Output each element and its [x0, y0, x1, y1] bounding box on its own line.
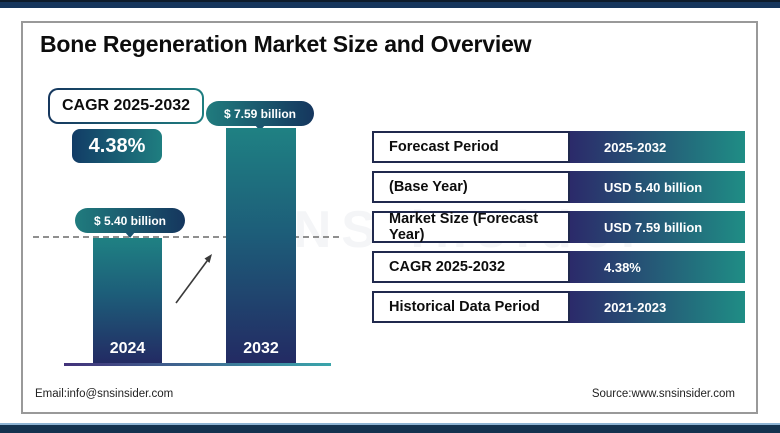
- row-value-cell: 2021-2023: [570, 291, 745, 323]
- table-row: Historical Data Period 2021-2023: [372, 291, 745, 323]
- spec-table: Forecast Period 2025-2032 (Base Year) US…: [372, 131, 745, 331]
- cagr-value-badge: 4.38%: [72, 129, 162, 163]
- row-label-cell: (Base Year): [372, 171, 570, 203]
- row-label-cell: Forecast Period: [372, 131, 570, 163]
- top-accent-bar: [0, 0, 780, 8]
- row-value-cell: 4.38%: [570, 251, 745, 283]
- table-row: Market Size (Forecast Year) USD 7.59 bil…: [372, 211, 745, 243]
- value-pill-2032: $ 7.59 billion: [206, 101, 314, 131]
- dotted-threshold-line: [33, 236, 339, 238]
- cagr-label-box: CAGR 2025-2032: [48, 88, 204, 124]
- x-axis-line: [64, 363, 331, 366]
- bar-2024: 2024: [93, 238, 162, 364]
- table-row: (Base Year) USD 5.40 billion: [372, 171, 745, 203]
- table-row: CAGR 2025-2032 4.38%: [372, 251, 745, 283]
- row-value-cell: 2025-2032: [570, 131, 745, 163]
- bar-2032: 2032: [226, 128, 296, 364]
- bar-category-label: 2032: [243, 340, 279, 357]
- footer-source: Source:www.snsinsider.com: [591, 388, 735, 400]
- row-value-cell: USD 5.40 billion: [570, 171, 745, 203]
- row-value-cell: USD 7.59 billion: [570, 211, 745, 243]
- footer-email: Email:info@snsinsider.com: [35, 388, 174, 400]
- row-label-cell: Historical Data Period: [372, 291, 570, 323]
- bottom-accent-bar: [0, 423, 780, 433]
- bar-category-label: 2024: [109, 340, 146, 357]
- page-title: Bone Regeneration Market Size and Overvi…: [40, 31, 532, 57]
- growth-arrow-icon: [175, 254, 212, 304]
- row-label-cell: Market Size (Forecast Year): [372, 211, 570, 243]
- value-pill-2024: $ 5.40 billion: [75, 208, 185, 238]
- cagr-label: CAGR 2025-2032: [50, 90, 202, 122]
- table-row: Forecast Period 2025-2032: [372, 131, 745, 163]
- row-label-cell: CAGR 2025-2032: [372, 251, 570, 283]
